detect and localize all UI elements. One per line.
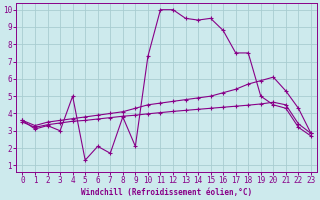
X-axis label: Windchill (Refroidissement éolien,°C): Windchill (Refroidissement éolien,°C)	[81, 188, 252, 197]
